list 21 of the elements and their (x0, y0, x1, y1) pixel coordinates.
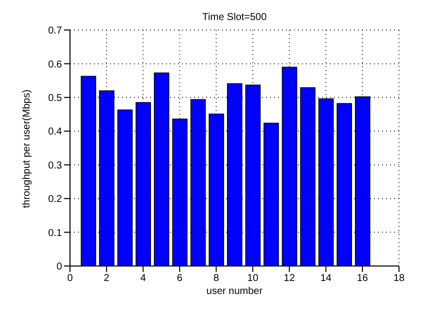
chart-title: Time Slot=500 (201, 12, 268, 23)
y-tick-label: 0.5 (48, 92, 62, 104)
y-tick-label: 0.7 (48, 26, 62, 37)
x-tick-label: 14 (320, 273, 332, 284)
x-tick-label: 6 (176, 273, 183, 284)
y-tick-label: 0.3 (48, 160, 62, 172)
x-tick-label: 0 (67, 273, 74, 284)
x-tick-label: 4 (140, 273, 146, 284)
y-tick-label: 0.2 (48, 194, 62, 206)
y-tick-label: 0.4 (48, 126, 62, 138)
x-tick-label: 10 (247, 273, 259, 284)
x-tick-label: 16 (356, 273, 368, 284)
x-tick-label: 12 (284, 273, 296, 284)
x-tick-label: 2 (104, 273, 110, 284)
y-tick-label: 0.6 (48, 59, 62, 70)
x-tick-label: 18 (393, 273, 405, 284)
y-tick-label: 0 (56, 262, 62, 273)
y-axis-title: throughput per user(Mbps) (22, 90, 33, 208)
x-tick-label: 8 (213, 273, 220, 284)
y-tick-label: 0.1 (48, 228, 62, 239)
x-axis-title: user number (206, 286, 264, 297)
